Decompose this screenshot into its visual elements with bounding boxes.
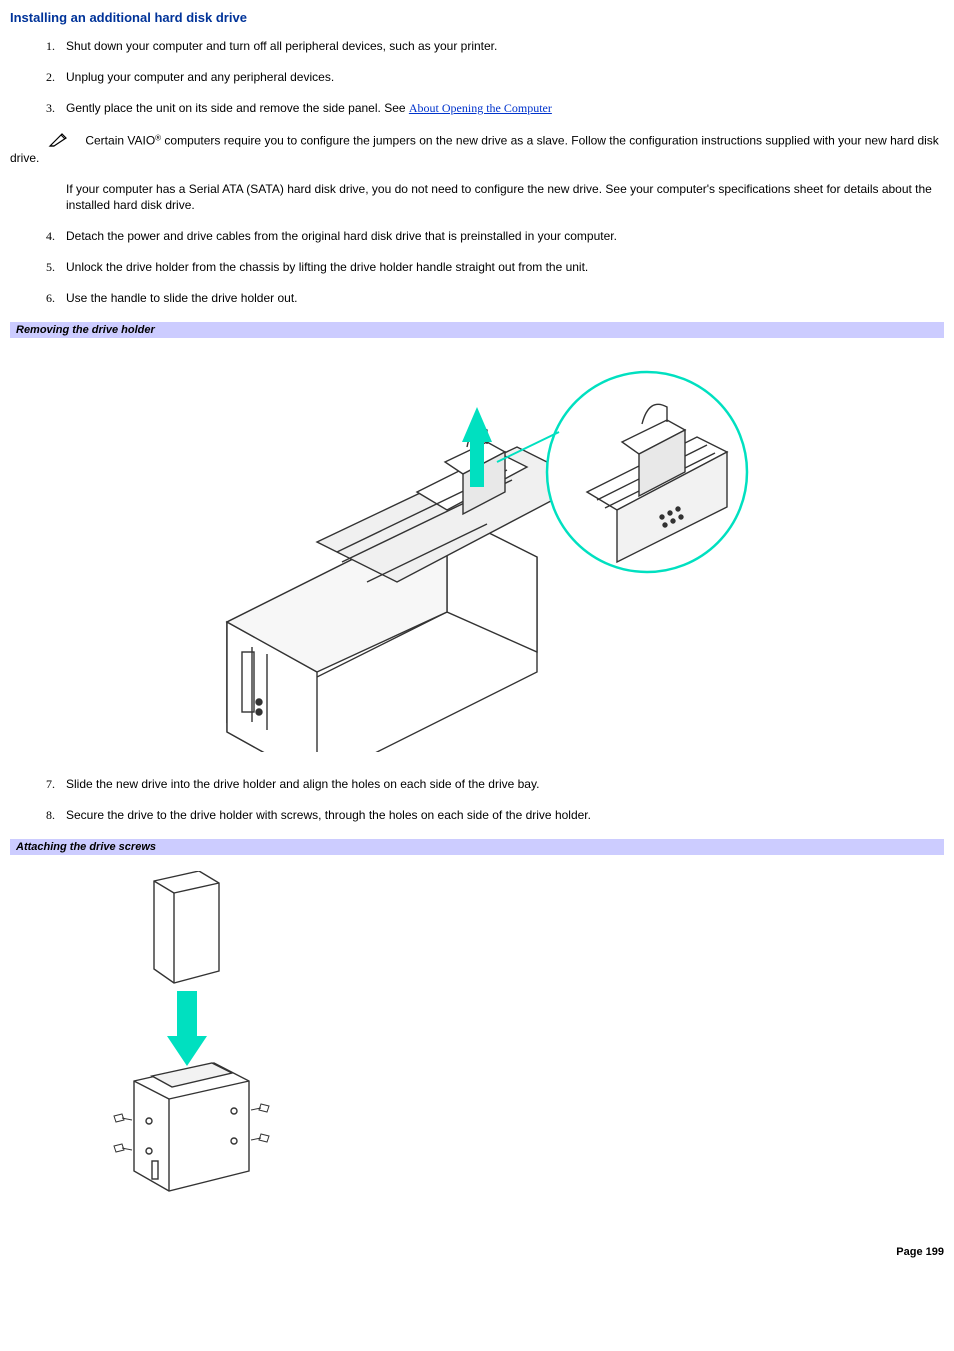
caption-removing: Removing the drive holder xyxy=(10,322,944,338)
page-number: Page 199 xyxy=(10,1246,944,1258)
step-6: Use the handle to slide the drive holder… xyxy=(58,291,944,306)
step-2-text: Unplug your computer and any peripheral … xyxy=(66,70,334,84)
step-1-text: Shut down your computer and turn off all… xyxy=(66,39,497,53)
caption-attaching: Attaching the drive screws xyxy=(10,839,944,855)
step-2: Unplug your computer and any peripheral … xyxy=(58,70,944,85)
step-8: Secure the drive to the drive holder wit… xyxy=(58,808,944,823)
figure-attaching-screws xyxy=(10,855,944,1226)
note-sata: If your computer has a Serial ATA (SATA)… xyxy=(66,181,944,213)
step-7: Slide the new drive into the drive holde… xyxy=(58,777,944,792)
step-8-text: Secure the drive to the drive holder wit… xyxy=(66,808,591,822)
note-icon xyxy=(48,132,70,151)
note-line-1: Certain VAIO® computers require you to c… xyxy=(10,132,944,165)
step-4: Detach the power and drive cables from t… xyxy=(58,229,944,244)
about-opening-link[interactable]: About Opening the Computer xyxy=(409,101,552,115)
step-5: Unlock the drive holder from the chassis… xyxy=(58,260,944,275)
step-4-text: Detach the power and drive cables from t… xyxy=(66,229,617,243)
title-text: Installing an additional hard disk drive xyxy=(10,10,247,25)
note-block: Certain VAIO® computers require you to c… xyxy=(10,132,944,213)
figure-removing-drive-holder xyxy=(10,338,944,777)
step-6-text: Use the handle to slide the drive holder… xyxy=(66,291,297,305)
step-5-text: Unlock the drive holder from the chassis… xyxy=(66,260,588,274)
note-part1: Certain VAIO xyxy=(85,134,155,148)
step-7-text: Slide the new drive into the drive holde… xyxy=(66,777,539,791)
step-3-text: Gently place the unit on its side and re… xyxy=(66,101,409,115)
step-1: Shut down your computer and turn off all… xyxy=(58,39,944,54)
section-title: Installing an additional hard disk drive xyxy=(10,10,944,25)
step-3: Gently place the unit on its side and re… xyxy=(58,101,944,116)
